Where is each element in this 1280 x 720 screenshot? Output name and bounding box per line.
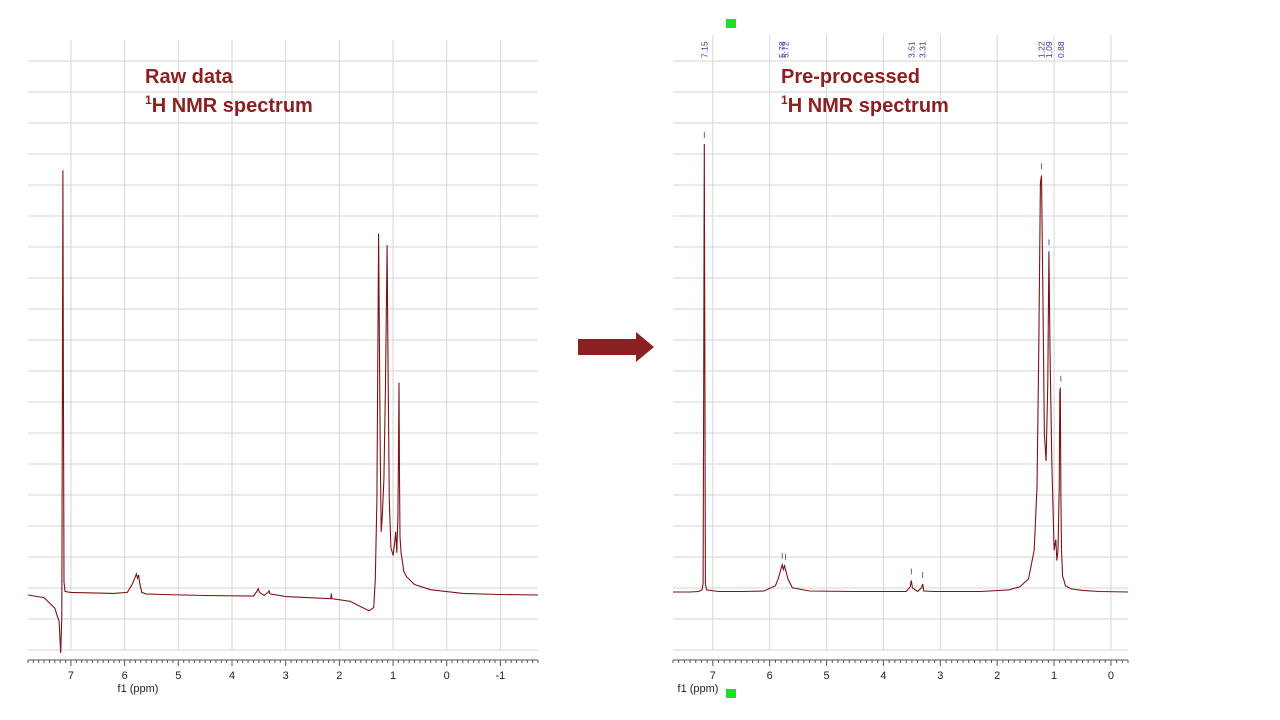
x-tick-label: 4 [880,670,886,682]
x-tick-label: 0 [1108,670,1114,682]
peak-label: 7.15 [699,41,709,58]
peak-label: 0.88 [1056,41,1066,58]
x-tick-label: 7 [710,670,716,682]
peak-label: 5.72 [781,41,791,58]
x-tick-label: 1 [390,670,396,682]
x-tick-label: 5 [175,670,181,682]
processed-spectrum-grid [673,35,1128,651]
x-tick-label: 2 [994,670,1000,682]
raw-spectrum-panel: 7 6 5 4 3 2 1 0 -1 f1 (ppm) Raw data 1H NMR spec… [27,40,539,695]
x-tick-label: 4 [229,670,235,682]
raw-spectrum-x-ticks: 7 6 5 4 3 2 1 0 -1 [27,660,539,682]
x-tick-label: 3 [937,670,943,682]
raw-spectrum-title-superscript: 1 [145,93,152,107]
x-tick-label: -1 [496,670,506,682]
raw-spectrum-title-text: H NMR spectrum [152,95,313,117]
x-tick-label: 0 [444,670,450,682]
processed-spectrum-line [673,143,1129,593]
processed-spectrum-x-ticks: 7 6 5 4 3 2 1 0 [672,660,1129,682]
green-square-marker-icon [726,19,736,28]
processed-spectrum-peak-labels: 7.15 5.785.72 3.51 3.31 1.221.09 0.88 [699,41,1066,579]
x-tick-label: 7 [68,670,74,682]
peak-label: 1.22 [1037,41,1047,58]
x-tick-label: 3 [283,670,289,682]
x-tick-label: 1 [1051,670,1057,682]
raw-spectrum-line [27,170,539,654]
processed-spectrum-title-line2: 1H NMR spectrum [781,93,949,117]
x-tick-label: 6 [122,670,128,682]
x-tick-label: 6 [767,670,773,682]
processed-spectrum-panel: 7 6 5 4 3 2 1 0 7.15 5.785.72 3.51 3.31 1.221.09 0.8… [672,19,1129,698]
peak-label: 1.09 [1044,41,1054,58]
right-arrow-icon [578,332,654,362]
peak-label: 3.51 [906,41,916,58]
processed-spectrum-title-superscript: 1 [781,93,788,107]
raw-spectrum-grid [28,40,538,651]
peak-label: 5.78 [777,41,787,58]
processed-spectrum-title-line1: Pre-processed [781,66,920,88]
processed-spectrum-x-axis-label: f1 (ppm) [678,683,719,695]
raw-spectrum-title-line2: 1H NMR spectrum [145,93,313,117]
x-tick-label: 5 [824,670,830,682]
x-tick-label: 2 [336,670,342,682]
raw-spectrum-x-axis-label: f1 (ppm) [118,683,159,695]
raw-spectrum-title-line1: Raw data [145,66,234,88]
green-square-marker-icon [726,689,736,698]
processed-spectrum-title-text: H NMR spectrum [788,95,949,117]
peak-label: 3.31 [918,41,928,58]
